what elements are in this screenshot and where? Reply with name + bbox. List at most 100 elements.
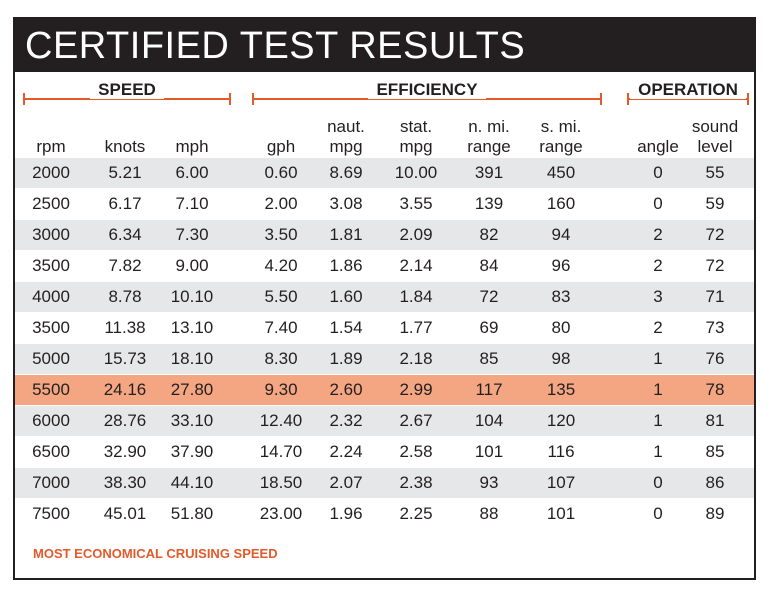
cell-naut-mpg: 1.81 <box>329 225 363 244</box>
cell-knots: 6.17 <box>108 194 142 213</box>
cell-rpm: 7500 <box>32 504 70 523</box>
cell-smi-range: 160 <box>546 194 576 213</box>
title-bar: CERTIFIED TEST RESULTS <box>15 19 754 72</box>
cell-stat-mpg: 1.84 <box>399 287 433 306</box>
cell-smi-range: 120 <box>546 411 576 430</box>
cell-gph: 7.40 <box>264 318 298 337</box>
cell-stat-mpg: 10.00 <box>394 163 438 182</box>
cell-mph: 6.00 <box>175 163 209 182</box>
cell-smi-range: 98 <box>551 349 571 368</box>
cell-knots: 8.78 <box>108 287 142 306</box>
column-header-line: s. mi. <box>540 117 582 136</box>
column-header-line: angle <box>637 137 679 156</box>
cell-smi-range: 450 <box>546 163 576 182</box>
cell-gph: 4.20 <box>264 256 298 275</box>
cell-smi-range: 80 <box>551 318 571 337</box>
cell-rpm: 3500 <box>32 256 70 275</box>
cell-sound-level: 85 <box>705 442 725 461</box>
table-row: 3000 6.34 7.30 3.50 1.81 2.09 82 94 2 72 <box>15 220 754 250</box>
cell-angle: 3 <box>653 287 663 306</box>
column-header-stat-mpg: stat. mpg <box>385 111 447 157</box>
column-header-line: stat. <box>399 117 433 136</box>
cell-sound-level: 71 <box>705 287 725 306</box>
table-row: 7500 45.01 51.80 23.00 1.96 2.25 88 101 0 89 <box>15 499 754 529</box>
cell-mph: 44.10 <box>170 473 214 492</box>
cell-naut-mpg: 1.89 <box>329 349 363 368</box>
cell-sound-level: 78 <box>705 380 725 399</box>
cell-sound-level: 89 <box>705 504 725 523</box>
cell-nmi-range: 85 <box>479 349 499 368</box>
table-row: 3500 7.82 9.00 4.20 1.86 2.14 84 96 2 72 <box>15 251 754 281</box>
cell-angle: 2 <box>653 318 663 337</box>
cell-nmi-range: 82 <box>479 225 499 244</box>
table-row: 6500 32.90 37.90 14.70 2.24 2.58 101 116 1 85 <box>15 437 754 467</box>
table-row: 5000 15.73 18.10 8.30 1.89 2.18 85 98 1 76 <box>15 344 754 374</box>
column-header-smi-range: s. mi. range <box>530 111 592 157</box>
cell-rpm: 2000 <box>32 163 70 182</box>
cell-nmi-range: 69 <box>479 318 499 337</box>
cell-rpm: 6500 <box>32 442 70 461</box>
cell-mph: 7.30 <box>175 225 209 244</box>
cell-angle: 2 <box>653 256 663 275</box>
cell-mph: 33.10 <box>170 411 214 430</box>
cell-rpm: 4000 <box>32 287 70 306</box>
cell-nmi-range: 139 <box>474 194 504 213</box>
table-row: 2500 6.17 7.10 2.00 3.08 3.55 139 160 0 59 <box>15 189 754 219</box>
column-header-line: knots <box>104 137 146 156</box>
cell-mph: 9.00 <box>175 256 209 275</box>
cell-stat-mpg: 2.09 <box>399 225 433 244</box>
cell-mph: 13.10 <box>170 318 214 337</box>
cell-knots: 6.34 <box>108 225 142 244</box>
cell-sound-level: 72 <box>705 256 725 275</box>
column-header-mph: mph <box>161 111 223 157</box>
cell-nmi-range: 101 <box>474 442 504 461</box>
column-header-line: rpm <box>36 137 66 156</box>
cell-naut-mpg: 1.60 <box>329 287 363 306</box>
cell-nmi-range: 117 <box>475 380 503 399</box>
cell-naut-mpg: 1.96 <box>329 504 363 523</box>
cell-gph: 8.30 <box>264 349 298 368</box>
cell-naut-mpg: 1.54 <box>329 318 363 337</box>
cell-gph: 9.30 <box>264 380 298 399</box>
table-row: 3500 11.38 13.10 7.40 1.54 1.77 69 80 2 73 <box>15 313 754 343</box>
column-header-line: mph <box>175 137 209 156</box>
cell-mph: 7.10 <box>175 194 209 213</box>
results-table-frame: CERTIFIED TEST RESULTS SPEED EFFICIENCY … <box>13 17 756 580</box>
footnote: MOST ECONOMICAL CRUISING SPEED <box>33 546 278 561</box>
cell-rpm: 2500 <box>32 194 70 213</box>
cell-sound-level: 81 <box>705 411 725 430</box>
cell-naut-mpg: 2.60 <box>329 380 363 399</box>
cell-naut-mpg: 2.32 <box>329 411 363 430</box>
cell-stat-mpg: 2.38 <box>399 473 433 492</box>
cell-nmi-range: 93 <box>479 473 499 492</box>
cell-stat-mpg: 1.77 <box>399 318 433 337</box>
cell-gph: 2.00 <box>264 194 298 213</box>
column-header-naut-mpg: naut. mpg <box>315 111 377 157</box>
cell-smi-range: 135 <box>546 380 576 399</box>
cell-smi-range: 94 <box>551 225 571 244</box>
cell-nmi-range: 84 <box>479 256 499 275</box>
group-header-efficiency: EFFICIENCY <box>252 80 602 105</box>
cell-naut-mpg: 2.07 <box>329 473 363 492</box>
table-row: 6000 28.76 33.10 12.40 2.32 2.67 104 120 1 81 <box>15 406 754 436</box>
table-row: 7000 38.30 44.10 18.50 2.07 2.38 93 107 0 86 <box>15 468 754 498</box>
column-header-knots: knots <box>94 111 156 157</box>
table-row-highlighted: 5500 24.16 27.80 9.30 2.60 2.99 117 135 1 78 <box>15 375 754 405</box>
cell-knots: 28.76 <box>103 411 147 430</box>
cell-nmi-range: 72 <box>479 287 499 306</box>
cell-gph: 23.00 <box>259 504 303 523</box>
cell-knots: 45.01 <box>103 504 147 523</box>
cell-naut-mpg: 1.86 <box>329 256 363 275</box>
cell-rpm: 7000 <box>32 473 70 492</box>
cell-gph: 5.50 <box>264 287 298 306</box>
cell-smi-range: 96 <box>551 256 571 275</box>
column-header-angle: angle <box>627 111 689 157</box>
column-header-gph: gph <box>250 111 312 157</box>
cell-rpm: 5500 <box>32 380 70 399</box>
cell-naut-mpg: 8.69 <box>329 163 363 182</box>
cell-nmi-range: 104 <box>474 411 504 430</box>
cell-stat-mpg: 2.58 <box>399 442 433 461</box>
cell-angle: 0 <box>653 504 663 523</box>
cell-gph: 14.70 <box>259 442 303 461</box>
cell-stat-mpg: 2.25 <box>399 504 433 523</box>
